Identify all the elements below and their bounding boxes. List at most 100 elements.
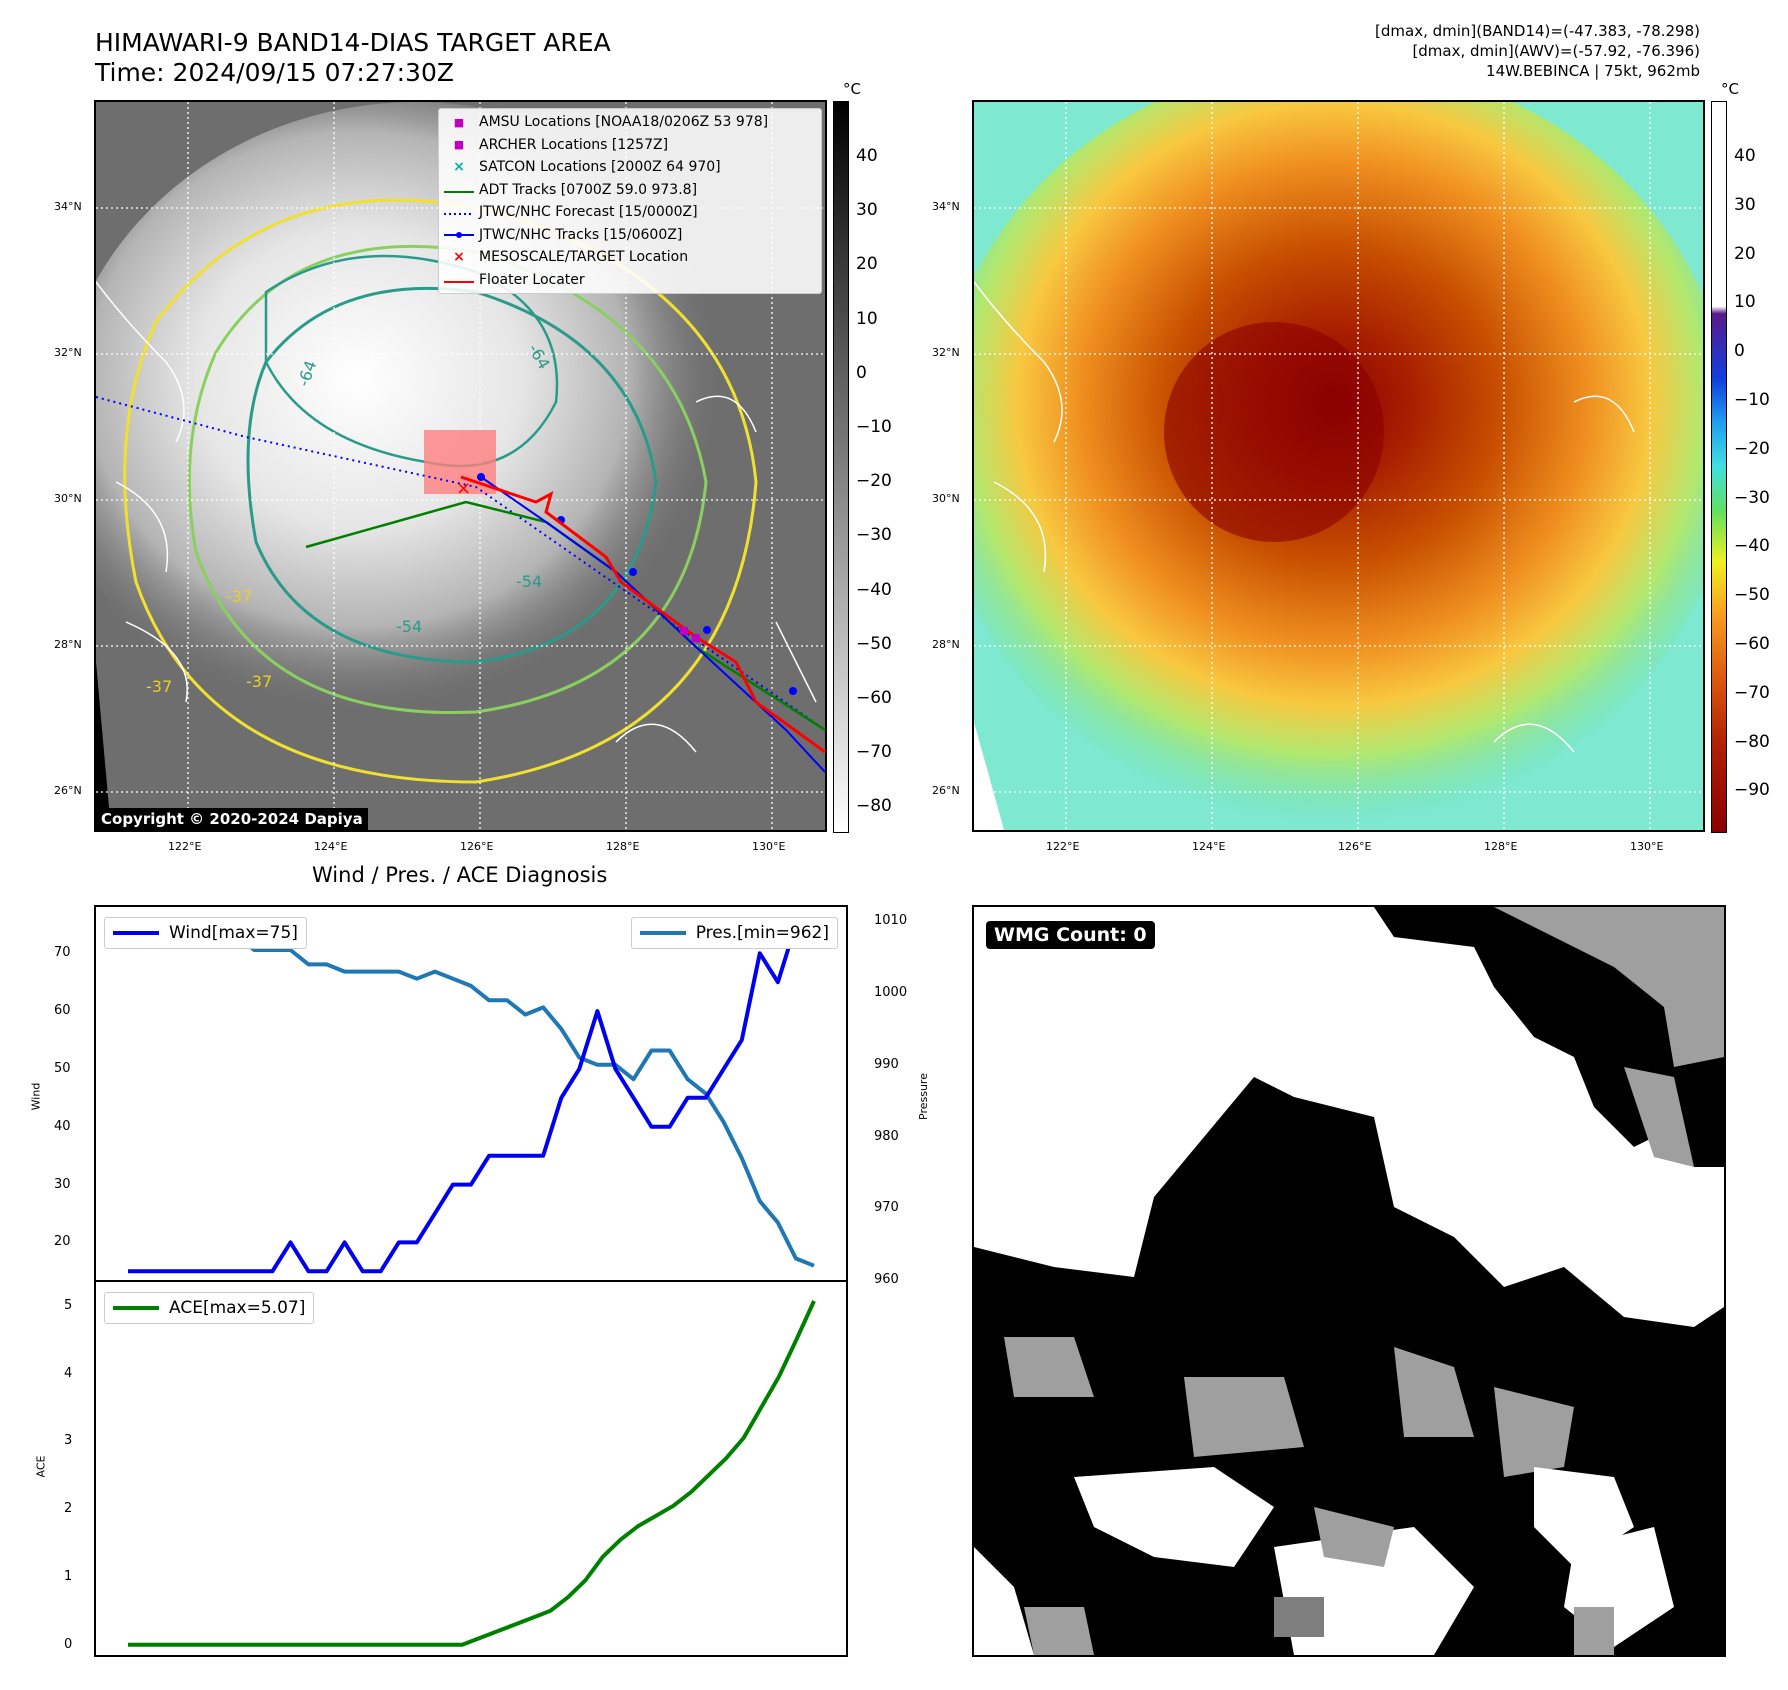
awv-colorbar-tick: −30 bbox=[1734, 487, 1770, 508]
ir-colorbar-tick: 10 bbox=[856, 308, 878, 329]
awv-map bbox=[972, 100, 1705, 832]
wind-line-icon bbox=[113, 931, 159, 935]
ir-colorbar-unit: °C bbox=[843, 80, 861, 98]
wind-series-line bbox=[128, 922, 814, 1274]
contour-label: -37 bbox=[146, 677, 173, 696]
lat-label: 34°N bbox=[932, 200, 960, 213]
lat-label: 32°N bbox=[932, 346, 960, 359]
contour-label: -37 bbox=[246, 672, 273, 691]
ace-ylabel: ACE bbox=[34, 1455, 48, 1478]
floater-locater-line bbox=[460, 475, 825, 754]
ace-ytick: 0 bbox=[64, 1636, 73, 1652]
awv-colorbar-tick: 40 bbox=[1734, 146, 1756, 166]
legend-item: JTWC/NHC Tracks [15/0600Z] bbox=[439, 224, 821, 247]
wind-ytick: 60 bbox=[54, 1003, 71, 1019]
lat-label: 32°N bbox=[54, 346, 82, 359]
wind-ytick: 30 bbox=[54, 1176, 71, 1192]
coastline-east bbox=[615, 395, 817, 753]
ace-series-line bbox=[128, 1300, 816, 1647]
ace-ytick: 2 bbox=[64, 1501, 73, 1517]
stats-band14: [dmax, dmin](BAND14)=(-47.383, -78.298) bbox=[1375, 22, 1700, 40]
awv-colorbar-tick: 20 bbox=[1734, 243, 1756, 264]
lat-label: 30°N bbox=[54, 492, 82, 505]
ir-colorbar-tick: 20 bbox=[856, 254, 878, 275]
ir-colorbar-tick: −60 bbox=[856, 688, 892, 708]
storm-info: 14W.BEBINCA | 75kt, 962mb bbox=[1486, 62, 1700, 80]
ir-colorbar-tick: 30 bbox=[856, 200, 878, 221]
contour-yellow bbox=[123, 198, 758, 784]
awv-map-svg bbox=[974, 102, 1703, 830]
lat-label: 26°N bbox=[932, 784, 960, 797]
awv-colorbar-tick: −90 bbox=[1734, 780, 1770, 801]
contour-label: -54 bbox=[516, 572, 543, 591]
lat-label: 34°N bbox=[54, 200, 82, 213]
awv-colorbar-tick: −20 bbox=[1734, 438, 1770, 459]
wind-ytick: 50 bbox=[54, 1060, 71, 1076]
dotted-line-icon bbox=[439, 204, 479, 220]
ace-legend: ACE[max=5.07] bbox=[104, 1292, 315, 1324]
ir-map: × -64 -64 -54 -54 -37 -37 -37 Copyright … bbox=[94, 100, 827, 832]
lon-label: 128°E bbox=[1484, 840, 1518, 853]
awv-colorbar-tick: 10 bbox=[1734, 292, 1756, 313]
lon-label: 130°E bbox=[1630, 840, 1664, 853]
ace-ytick: 3 bbox=[64, 1433, 73, 1449]
copyright-badge: Copyright © 2020-2024 Dapiya bbox=[96, 808, 368, 830]
ir-colorbar-tick: 40 bbox=[856, 146, 878, 166]
ir-colorbar-tick: −10 bbox=[856, 417, 892, 437]
ir-colorbar-tick: −30 bbox=[856, 525, 892, 546]
ir-colorbar-tick: 0 bbox=[856, 362, 867, 383]
diag-title: Wind / Pres. / ACE Diagnosis bbox=[312, 863, 608, 887]
awv-colorbar-tick: −50 bbox=[1734, 585, 1770, 606]
ace-line-icon bbox=[113, 1306, 159, 1310]
cross-marker-icon: × bbox=[453, 249, 465, 266]
ir-colorbar bbox=[833, 101, 849, 833]
ace-ytick: 1 bbox=[64, 1569, 73, 1584]
legend-item: × SATCON Locations [2000Z 64 970] bbox=[439, 156, 821, 179]
wind-ytick: 20 bbox=[54, 1234, 71, 1250]
pres-ylabel: Pressure bbox=[916, 1073, 930, 1120]
legend-item: × MESOSCALE/TARGET Location bbox=[439, 246, 821, 269]
awv-core bbox=[1164, 322, 1384, 542]
lon-label: 128°E bbox=[606, 840, 640, 853]
lat-label: 26°N bbox=[54, 784, 82, 797]
contour-label: -54 bbox=[396, 617, 423, 636]
lon-label: 124°E bbox=[314, 840, 348, 853]
line-dot-icon bbox=[439, 227, 479, 243]
wind-pres-plot bbox=[126, 919, 815, 1274]
legend-item: ■ ARCHER Locations [1257Z] bbox=[439, 134, 821, 157]
contour-teal-inner bbox=[264, 254, 559, 468]
lon-label: 130°E bbox=[752, 840, 786, 853]
ace-plot bbox=[128, 1300, 816, 1647]
pres-ytick: 1010 bbox=[874, 913, 908, 929]
chart-title: HIMAWARI-9 BAND14-DIAS TARGET AREA bbox=[95, 28, 611, 57]
line-marker-icon bbox=[439, 272, 479, 288]
awv-nodata-wedge bbox=[974, 722, 1004, 830]
line-marker-icon bbox=[439, 182, 479, 198]
lat-label: 28°N bbox=[932, 638, 960, 651]
lat-label: 30°N bbox=[932, 492, 960, 505]
wind-pres-panel: Wind[max=75] Pres.[min=962] bbox=[94, 905, 848, 1282]
awv-colorbar-tick: −80 bbox=[1734, 731, 1770, 752]
wmg-panel: WMG Count: 0 bbox=[972, 905, 1726, 1657]
coastline bbox=[974, 281, 1635, 753]
wind-ytick: 70 bbox=[54, 945, 71, 961]
pres-ytick: 970 bbox=[874, 1200, 899, 1216]
awv-colorbar-tick: −60 bbox=[1734, 634, 1770, 654]
square-marker-icon: ■ bbox=[453, 115, 465, 129]
pres-ytick: 980 bbox=[874, 1128, 899, 1144]
ir-colorbar-tick: −80 bbox=[856, 796, 892, 817]
awv-colorbar-unit: °C bbox=[1721, 80, 1739, 98]
ir-nodata-wedge bbox=[96, 662, 111, 830]
ir-colorbar-tick: −50 bbox=[856, 633, 892, 654]
lon-label: 126°E bbox=[460, 840, 494, 853]
mesoscale-target-marker: × bbox=[456, 478, 471, 499]
legend-item: ■ AMSU Locations [NOAA18/0206Z 53 978] bbox=[439, 111, 821, 134]
lat-label: 28°N bbox=[54, 638, 82, 651]
contour-label: -37 bbox=[226, 587, 253, 606]
ir-colorbar-tick: −20 bbox=[856, 471, 892, 492]
pres-legend: Pres.[min=962] bbox=[630, 917, 838, 949]
cross-marker-icon: × bbox=[453, 159, 465, 176]
stats-awv: [dmax, dmin](AWV)=(-57.92, -76.396) bbox=[1412, 42, 1700, 60]
awv-colorbar-tick: 0 bbox=[1734, 341, 1745, 362]
wind-ylabel: Wind bbox=[29, 1082, 43, 1111]
